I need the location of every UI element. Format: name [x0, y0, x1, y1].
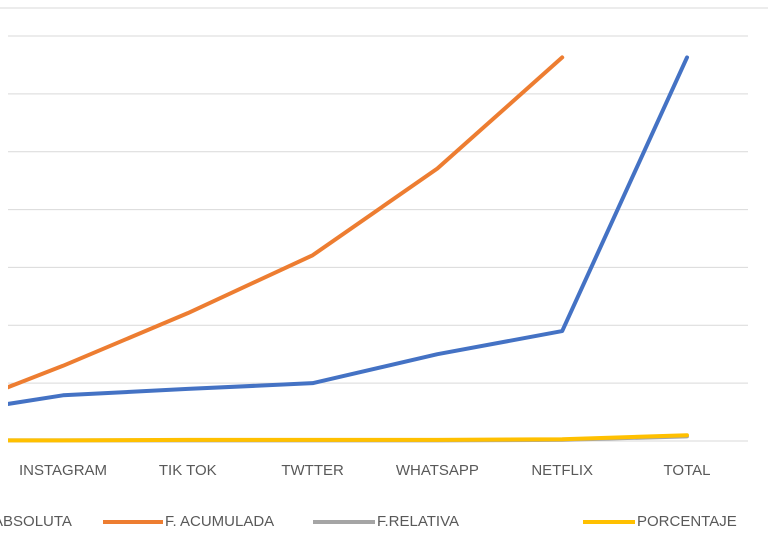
series-line [8, 55, 565, 390]
series-line [8, 55, 689, 406]
legend-label: F. ABSOLUTA [0, 513, 72, 530]
x-tick-label: TWTTER [281, 462, 344, 479]
x-tick-label: NETFLIX [531, 462, 593, 479]
legend-label: F. ACUMULADA [165, 513, 274, 530]
x-tick-label: WHATSAPP [396, 462, 479, 479]
x-tick-label: TIK TOK [159, 462, 217, 479]
series-line [8, 433, 689, 443]
legend-label: F.RELATIVA [377, 513, 459, 530]
x-tick-label: INSTAGRAM [19, 462, 107, 479]
x-tick-label: TOTAL [664, 462, 711, 479]
legend-label: PORCENTAJE [637, 513, 737, 530]
